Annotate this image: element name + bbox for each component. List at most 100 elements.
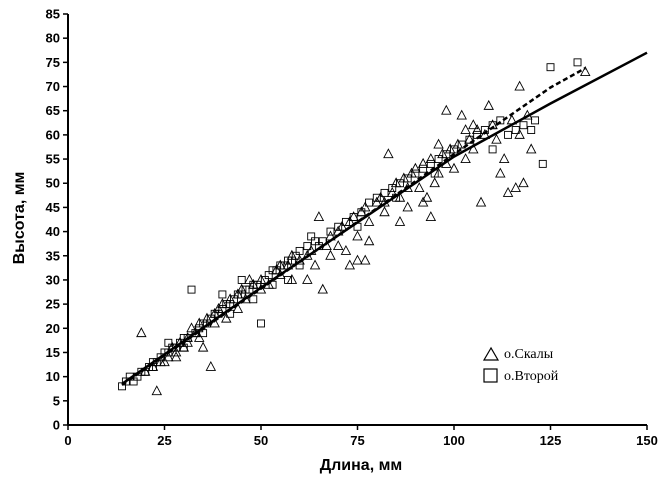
triangle-point bbox=[468, 119, 479, 130]
triangle-point bbox=[321, 240, 332, 251]
y-tick-label: 75 bbox=[46, 55, 60, 70]
triangle-point bbox=[491, 133, 502, 144]
triangle-point bbox=[352, 230, 363, 241]
triangle-point bbox=[302, 273, 313, 284]
triangle-point bbox=[402, 201, 413, 212]
square-point bbox=[253, 280, 262, 289]
legend-label-vtoroy: о.Второй bbox=[504, 369, 559, 384]
x-tick-label: 125 bbox=[540, 433, 562, 448]
triangle-point bbox=[460, 124, 471, 134]
square-point bbox=[531, 116, 540, 125]
legend-item-square: о.Второй bbox=[483, 368, 559, 384]
triangle-marker-icon bbox=[482, 346, 500, 361]
triangle-point bbox=[483, 99, 494, 110]
triangle-point bbox=[475, 196, 487, 207]
triangle-point bbox=[325, 249, 336, 260]
square-point bbox=[488, 145, 497, 154]
triangle-point bbox=[421, 191, 433, 202]
square-point bbox=[442, 150, 451, 159]
square-point bbox=[519, 121, 528, 130]
square-point bbox=[314, 242, 323, 251]
triangle-point bbox=[275, 269, 286, 280]
triangle-point bbox=[471, 124, 483, 134]
triangle-point bbox=[313, 211, 325, 222]
triangle-point bbox=[170, 346, 182, 357]
triangle-point bbox=[441, 104, 452, 115]
triangle-point bbox=[379, 206, 390, 217]
square-point bbox=[396, 179, 404, 188]
square-point bbox=[218, 290, 227, 299]
triangle-point bbox=[255, 283, 267, 294]
square-point bbox=[237, 275, 246, 284]
square-point bbox=[357, 208, 366, 217]
triangle-point bbox=[510, 182, 522, 193]
triangle-point bbox=[151, 385, 163, 396]
triangle-point bbox=[522, 109, 533, 120]
legend: о.Скалы о.Второй bbox=[482, 346, 559, 384]
square-point bbox=[426, 159, 435, 168]
square-point bbox=[295, 246, 304, 255]
triangle-point bbox=[410, 162, 421, 173]
x-tick-label: 0 bbox=[64, 433, 71, 448]
square-point bbox=[480, 126, 489, 134]
y-tick-label: 20 bbox=[46, 321, 60, 336]
triangle-point bbox=[468, 143, 479, 154]
square-marker-icon bbox=[483, 368, 498, 383]
square-point bbox=[504, 130, 512, 139]
square-point bbox=[372, 193, 381, 202]
y-tick-label: 35 bbox=[46, 248, 60, 263]
triangle-point bbox=[417, 196, 429, 207]
triangle-point bbox=[221, 312, 232, 323]
triangle-point bbox=[448, 162, 460, 173]
square-point bbox=[527, 126, 536, 134]
square-point bbox=[380, 188, 389, 197]
triangle-point bbox=[495, 167, 506, 178]
y-tick-label: 65 bbox=[46, 103, 60, 118]
square-point bbox=[183, 334, 192, 342]
square-point bbox=[353, 222, 362, 231]
y-tick-label: 80 bbox=[46, 31, 60, 46]
triangle-point bbox=[394, 215, 406, 226]
triangle-point bbox=[425, 211, 437, 222]
legend-item-triangle: о.Скалы bbox=[482, 346, 554, 362]
y-axis-title: Высота, мм bbox=[11, 172, 28, 265]
square-point bbox=[249, 295, 258, 304]
triangle-point bbox=[417, 157, 429, 168]
square-point bbox=[488, 121, 497, 130]
y-tick-label: 60 bbox=[46, 127, 60, 142]
triangle-point bbox=[425, 153, 437, 164]
x-tick-label: 50 bbox=[254, 433, 268, 448]
square-point bbox=[365, 198, 374, 207]
square-point bbox=[307, 232, 316, 241]
square-point bbox=[303, 242, 312, 251]
triangle-point bbox=[514, 128, 525, 139]
y-tick-label: 25 bbox=[46, 297, 60, 312]
triangle-point bbox=[193, 332, 205, 342]
triangle-point bbox=[525, 143, 537, 154]
triangle-point bbox=[209, 317, 220, 328]
y-tick-label: 45 bbox=[46, 200, 60, 215]
square-point bbox=[450, 145, 458, 154]
triangle-point bbox=[309, 259, 321, 270]
triangle-point bbox=[363, 235, 375, 246]
triangle-point bbox=[352, 254, 363, 265]
y-tick-label: 40 bbox=[46, 224, 60, 239]
triangle-point bbox=[159, 356, 170, 367]
x-tick-label: 100 bbox=[443, 433, 465, 448]
triangle-point bbox=[197, 341, 209, 352]
triangle-point bbox=[136, 327, 147, 338]
square-point bbox=[295, 261, 304, 270]
triangle-point bbox=[317, 283, 329, 294]
triangle-point bbox=[294, 254, 305, 265]
y-tick-label: 55 bbox=[46, 152, 60, 167]
square-point bbox=[538, 159, 547, 168]
triangle-point bbox=[170, 351, 182, 362]
y-tick-label: 30 bbox=[46, 272, 60, 287]
square-point bbox=[473, 130, 482, 139]
triangle-point bbox=[518, 177, 529, 188]
square-point bbox=[434, 155, 443, 164]
triangle-point bbox=[302, 249, 313, 260]
triangle-point bbox=[332, 240, 344, 251]
square-point bbox=[388, 184, 397, 193]
